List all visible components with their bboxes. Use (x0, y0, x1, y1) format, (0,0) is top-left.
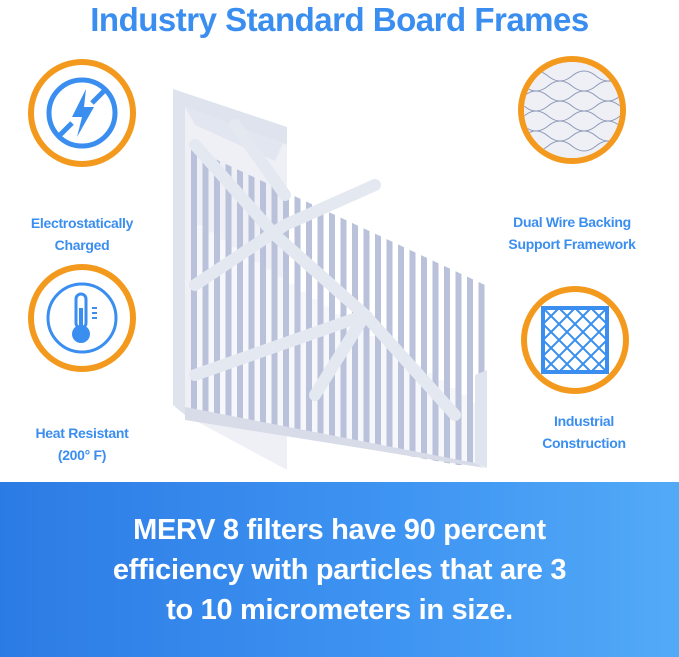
filter-pleat-media (404, 358, 410, 465)
label-line: Heat Resistant (35, 425, 129, 441)
label-line: (200° F) (57, 447, 107, 463)
feature-construction-label: Industrial Construction (499, 410, 669, 454)
filter-pleat (363, 226, 370, 465)
banner-line: efficiency with particles that are 3 (112, 553, 567, 586)
filter-pleat-media (300, 291, 306, 465)
filter-pleat-media (289, 284, 295, 465)
label-line: Dual Wire Backing (513, 214, 631, 230)
feature-electrostatic-badge (28, 59, 136, 167)
page-title: Industry Standard Board Frames (90, 1, 589, 38)
filter-pleat (271, 182, 278, 466)
filter-pleat-media (220, 239, 226, 465)
filter-pleat-media (427, 373, 433, 465)
filter-pleat-media (208, 232, 214, 465)
banner-text: MERV 8 filters have 90 percent efficienc… (60, 510, 620, 630)
filter-pleat-media (266, 269, 272, 465)
merv-info-banner: MERV 8 filters have 90 percent efficienc… (0, 482, 679, 657)
filter-pleat (214, 155, 220, 466)
label-line: Charged (54, 237, 110, 253)
filter-pleat (225, 161, 232, 465)
feature-wire-badge (518, 56, 626, 164)
filter-pleat-media (197, 225, 203, 465)
feature-heat-badge (28, 264, 136, 372)
filter-pleat (375, 231, 381, 465)
filter-pleat-media (254, 262, 260, 465)
air-filter-illustration (173, 89, 487, 470)
label-line: Electrostatically (30, 215, 134, 231)
filter-pleat-media (358, 328, 364, 465)
banner-line: to 10 micrometers in size. (166, 593, 513, 626)
filter-pleat-media (369, 336, 375, 465)
filter-pleat (237, 166, 243, 465)
filter-pleat (294, 193, 301, 465)
wire-mesh-closeup-icon (524, 62, 620, 158)
filter-pleat (432, 258, 439, 465)
filter-pleat (409, 247, 416, 465)
label-line: Support Framework (508, 236, 636, 252)
feature-wire-label: Dual Wire Backing Support Framework (487, 211, 657, 255)
filter-pleat (421, 253, 427, 465)
grid-frame-icon (541, 306, 609, 374)
no-static-bolt-icon (46, 77, 118, 149)
feature-electrostatic-label: Electrostatically Charged (0, 212, 167, 256)
filter-pleat-media (381, 343, 387, 465)
feature-heat-label: Heat Resistant (200° F) (0, 422, 167, 466)
filter-pleat (202, 150, 209, 465)
filter-pleat (444, 263, 450, 465)
filter-pleat-media (346, 321, 352, 465)
filter-pleat (329, 209, 335, 465)
filter-pleat-media (461, 395, 467, 465)
filter-pleat (191, 145, 197, 465)
filter-pleat (455, 269, 462, 465)
filter-pleat (248, 172, 255, 465)
filter-pleat-media (335, 313, 341, 465)
filter-pleat-media (277, 276, 283, 465)
filter-pleat-media (392, 350, 398, 465)
label-line: Industrial (553, 413, 614, 429)
filter-pleat-media (415, 365, 421, 465)
filter-pleat (352, 220, 358, 465)
thermometer-icon (46, 282, 118, 354)
feature-construction-badge (521, 286, 629, 394)
label-line: Construction (542, 435, 626, 451)
banner-line: MERV 8 filters have 90 percent (133, 513, 546, 546)
filter-pleat (467, 274, 473, 465)
filter-pleat-media (312, 299, 318, 465)
filter-pleat (283, 188, 289, 465)
filter-pleat (260, 177, 266, 465)
filter-pleat-media (438, 380, 444, 465)
filter-pleat-media (450, 387, 456, 465)
